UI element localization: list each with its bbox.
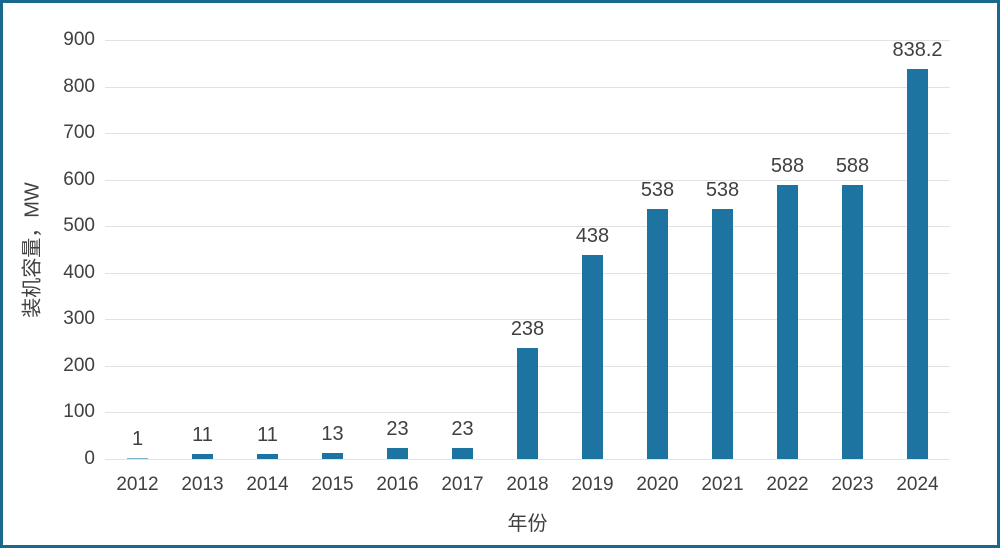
y-tick-label: 600 [63,168,95,190]
x-tick-label-2021: 2021 [701,474,744,495]
y-tick-label: 700 [63,122,95,144]
y-tick-label: 900 [63,29,95,50]
gridline [105,459,950,460]
bar-2021 [712,208,733,459]
x-tick-label-2017: 2017 [441,474,484,495]
value-label-2016: 23 [386,418,409,441]
x-tick-label-2014: 2014 [246,474,289,495]
plot-area: 1 11 11 13 23 23 238 438 538 538 588 588 838.2 [105,38,950,460]
gridline [105,272,950,274]
bar-2022 [777,185,798,459]
value-label-2018: 238 [510,318,545,341]
x-tick-label-2020: 2020 [636,474,679,495]
y-tick-label: 200 [63,354,95,376]
bar-2020 [647,208,668,459]
value-label-2022: 588 [770,155,805,178]
bar-2012 [127,457,148,459]
bar-2023 [842,185,863,459]
value-label-2020: 538 [640,178,675,201]
bar-2019 [582,255,603,459]
y-tick-label: 400 [63,261,95,283]
bar-2015 [322,452,343,459]
value-label-2024: 838.2 [892,38,943,61]
x-tick-label-2019: 2019 [571,474,614,495]
x-tick-label-2013: 2013 [181,474,224,495]
bar-2018 [517,348,538,459]
y-tick-label: 0 [84,448,95,469]
bar-2024 [907,68,928,459]
x-tick-label-2024: 2024 [896,474,939,495]
value-label-2021: 538 [705,178,740,201]
bar-2014 [257,453,278,459]
value-label-2012: 1 [131,427,144,450]
bar-2016 [387,448,408,459]
gridline [105,133,950,135]
y-tick-label: 300 [63,308,95,330]
value-label-2013: 11 [192,423,213,446]
y-tick-label: 100 [63,401,95,423]
gridline [105,40,950,41]
value-label-2017: 23 [451,418,474,441]
x-tick-label-2018: 2018 [506,474,549,495]
x-tick-label-2022: 2022 [766,474,809,495]
y-tick-label: 500 [63,215,95,237]
x-axis-title: 年份 [507,513,548,535]
bar-2017 [452,448,473,459]
gridline [105,179,950,181]
value-label-2019: 438 [575,225,610,248]
x-tick-label-2016: 2016 [376,474,419,495]
value-label-2023: 588 [835,155,870,178]
value-label-2014: 11 [257,423,278,446]
bar-2013 [192,453,213,459]
x-tick-label-2023: 2023 [831,474,874,495]
y-tick-labels: 0 100 200 300 400 500 600 700 800 900 [3,29,95,469]
x-tick-label-2012: 2012 [116,474,159,495]
value-label-2015: 13 [321,422,344,445]
gridline [105,86,950,88]
x-tick-label-2015: 2015 [311,474,354,495]
gridline [105,226,950,228]
x-tick-labels: 2012 2013 2014 2015 2016 2017 2018 2019 2020 2021… [105,474,950,498]
gridline [105,319,950,321]
y-tick-label: 800 [63,75,95,97]
